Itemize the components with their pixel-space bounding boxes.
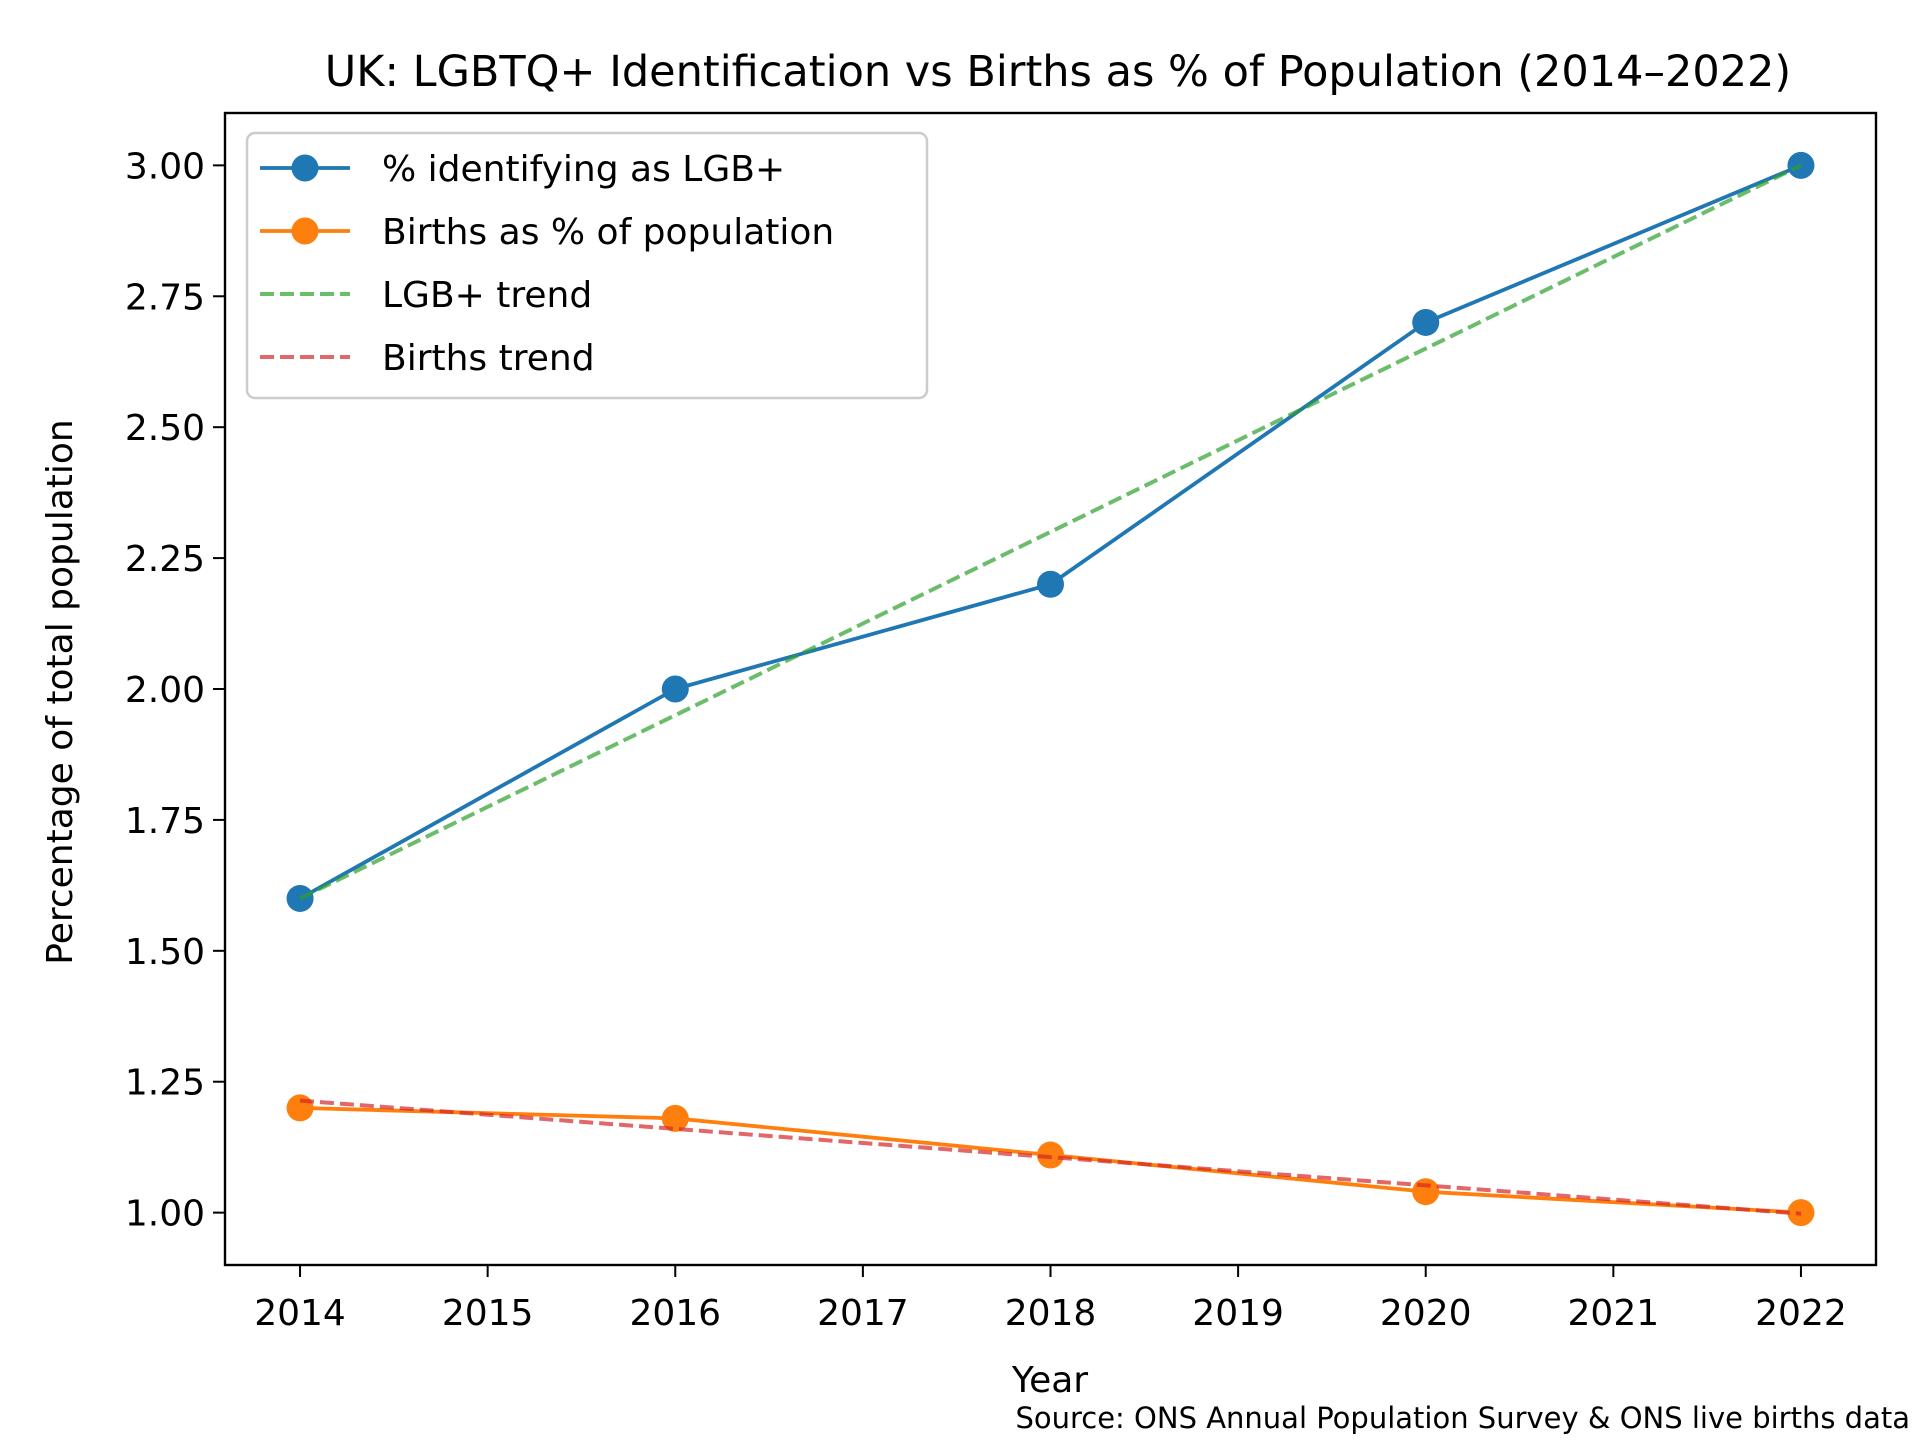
x-tick-label: 2021 — [1568, 1293, 1660, 1334]
y-axis: 1.00 1.25 1.50 1.75 2.00 2.25 2.50 2.75 3.00 — [125, 146, 225, 1235]
legend-label: Births as % of population — [382, 212, 834, 253]
series-births-trend — [299, 1098, 1802, 1216]
y-tick-label: 2.00 — [125, 670, 205, 711]
x-tick-label: 2014 — [254, 1293, 346, 1334]
legend-item-identifying-as-lgb: % identifying as LGB+ — [260, 149, 785, 190]
series-identifying-as-lgb — [286, 151, 1815, 912]
y-tick-label: 3.00 — [125, 146, 205, 187]
y-tick-label: 1.25 — [125, 1063, 205, 1104]
x-tick-label: 2018 — [1005, 1293, 1097, 1334]
y-tick-label: 2.75 — [125, 277, 205, 318]
legend-frame — [245, 131, 929, 400]
legend: % identifying as LGB+ Births as % of popu… — [245, 131, 929, 400]
x-axis: 2014 2015 2016 2017 2018 2019 2020 2021 2022 — [254, 1265, 1847, 1334]
y-tick-label: 1.50 — [125, 932, 205, 973]
plot-area — [286, 151, 1815, 1227]
legend-marker — [291, 154, 319, 182]
x-tick-label: 2016 — [629, 1293, 721, 1334]
y-tick-label: 2.50 — [125, 408, 205, 449]
data-point-births-as-of-population — [661, 1104, 689, 1132]
x-tick-label: 2019 — [1192, 1293, 1284, 1334]
legend-item-births-as-of-population: Births as % of population — [260, 212, 834, 253]
data-point-identifying-as-lgb — [1037, 570, 1064, 598]
x-tick-label: 2020 — [1380, 1293, 1472, 1334]
legend-label: Births trend — [382, 338, 595, 379]
y-tick-label: 1.00 — [125, 1194, 205, 1235]
y-tick-label: 1.75 — [125, 801, 205, 842]
source-note: Source: ONS Annual Population Survey & O… — [1015, 1401, 1910, 1435]
series-line-births-trend — [299, 1098, 1802, 1216]
x-tick-label: 2017 — [817, 1293, 909, 1334]
x-tick-label: 2022 — [1755, 1293, 1847, 1334]
legend-item-lgb-trend: LGB+ trend — [260, 275, 592, 316]
data-point-identifying-as-lgb — [1412, 308, 1440, 336]
chart-title: UK: LGBTQ+ Identification vs Births as %… — [325, 47, 1791, 97]
y-tick-label: 2.25 — [125, 539, 205, 580]
legend-item-births-trend: Births trend — [260, 338, 595, 379]
y-axis-label: Percentage of total population — [40, 419, 81, 964]
legend-label: % identifying as LGB+ — [382, 149, 785, 190]
series-line-lgb-trend — [299, 163, 1802, 901]
data-point-births-as-of-population — [286, 1094, 314, 1122]
legend-marker — [291, 217, 319, 245]
x-axis-label: Year — [1011, 1360, 1088, 1401]
data-point-births-as-of-population — [1412, 1178, 1440, 1206]
legend-label: LGB+ trend — [382, 275, 592, 316]
x-tick-label: 2015 — [442, 1293, 534, 1334]
series-lgb-trend — [299, 163, 1802, 901]
data-point-identifying-as-lgb — [661, 675, 689, 703]
data-point-births-as-of-population — [1037, 1141, 1064, 1169]
